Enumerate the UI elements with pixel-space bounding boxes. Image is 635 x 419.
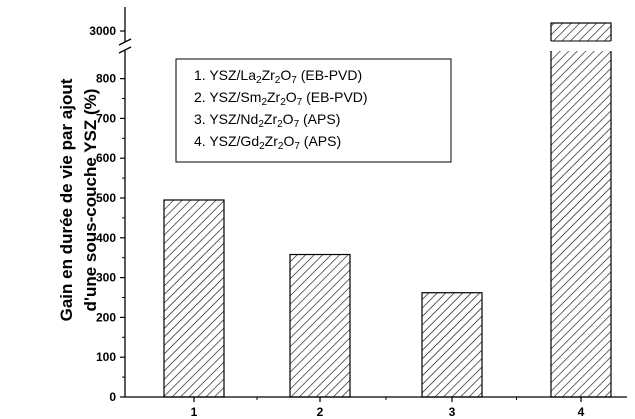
x-tick-label: 4 [578, 405, 585, 419]
legend-box [175, 58, 452, 163]
y-tick-label: 200 [96, 310, 116, 324]
bars [163, 22, 612, 398]
bar-2 [289, 253, 351, 398]
bar-4 [550, 22, 612, 398]
bar [550, 22, 612, 398]
legend: 1. YSZ/La2Zr2O7 (EB-PVD) 2. YSZ/Sm2Zr2O7 … [175, 58, 452, 163]
bar [421, 292, 483, 398]
legend-entry-2: 2. YSZ/Sm2Zr2O7 (EB-PVD) [194, 89, 368, 108]
bar-break-gap [550, 41, 612, 51]
legend-entry-3: 3. YSZ/Nd2Zr2O7 (APS) [194, 111, 340, 130]
y-tick-label: 700 [96, 111, 116, 125]
y-tick-label: 100 [96, 350, 116, 364]
bar [289, 253, 351, 398]
y-axis-label: Gain en durée de vie par ajout d'une sou… [57, 78, 100, 321]
y-tick-label: 800 [96, 72, 116, 86]
x-ticks: 1 2 3 4 [191, 397, 585, 419]
y-tick-label: 600 [96, 151, 116, 165]
y-axis-label-line1: Gain en durée de vie par ajout [57, 78, 76, 321]
y-tick-label: 0 [109, 390, 116, 404]
y-tick-label: 500 [96, 191, 116, 205]
y-axis-label-line2: d'une sous-couche YSZ (%) [81, 89, 100, 312]
x-tick-label: 2 [317, 405, 324, 419]
bar [163, 199, 225, 398]
y-tick-label: 400 [96, 231, 116, 245]
legend-entry-1: 1. YSZ/La2Zr2O7 (EB-PVD) [194, 67, 362, 86]
y-tick-label: 300 [96, 271, 116, 285]
y-ticks: 0 100 200 300 400 500 600 700 800 3000 [89, 24, 125, 404]
bar-3 [421, 292, 483, 398]
legend-entry-4: 4. YSZ/Gd2Zr2O7 (APS) [194, 133, 341, 152]
axis-break-mark [118, 46, 132, 54]
bar-1 [163, 199, 225, 398]
axis-break-mark [118, 38, 132, 46]
y-tick-label: 3000 [89, 24, 116, 38]
x-tick-label: 3 [449, 405, 456, 419]
x-tick-label: 1 [191, 405, 198, 419]
